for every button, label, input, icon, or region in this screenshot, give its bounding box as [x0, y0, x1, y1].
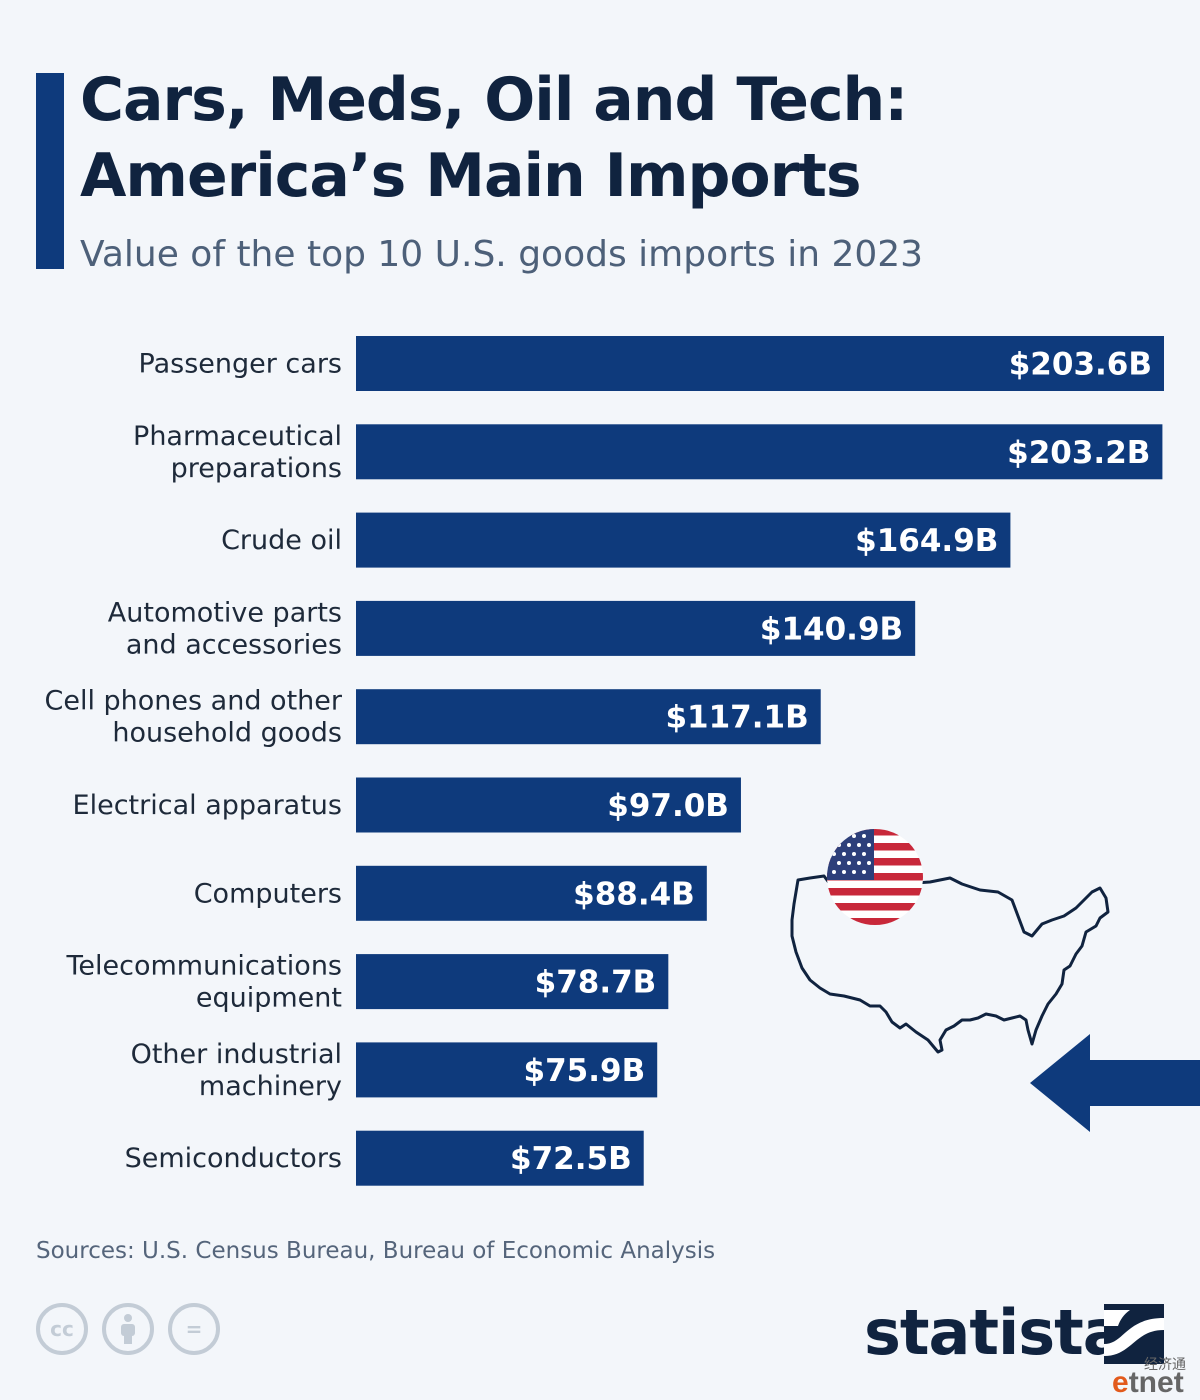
- category-label-line: Other industrial: [131, 1039, 342, 1070]
- us-map-illustration: [780, 820, 1120, 1064]
- category-label: Electrical apparatus: [73, 790, 342, 821]
- page-title: Cars, Meds, Oil and Tech: America’s Main…: [80, 62, 1180, 214]
- category-label-line: Telecommunications: [66, 951, 343, 982]
- us-map-outline: [790, 874, 1110, 1054]
- license-icons: cc =: [36, 1303, 220, 1355]
- bar-10: [356, 1130, 644, 1186]
- category-label-line: Crude oil: [221, 525, 342, 556]
- category-label: Cell phones and other household goods: [44, 686, 342, 749]
- category-label-line: Automotive parts: [108, 597, 342, 628]
- cc-icon[interactable]: cc: [36, 1303, 88, 1355]
- bar-2: [356, 424, 1163, 480]
- bar-value-label: $164.9B: [855, 523, 998, 559]
- category-label-line: preparations: [171, 453, 342, 484]
- category-label-line: machinery: [199, 1071, 342, 1102]
- bar-7: [356, 865, 707, 921]
- bar-value-label: $203.6B: [1009, 347, 1152, 383]
- bar-value-label: $97.0B: [607, 788, 729, 824]
- category-label-line: Computers: [194, 878, 342, 909]
- title-line-1: Cars, Meds, Oil and Tech:: [80, 65, 908, 135]
- category-label: Other industrial machinery: [131, 1039, 342, 1102]
- category-label-line: equipment: [196, 983, 342, 1014]
- bar-value-label: $140.9B: [760, 611, 903, 647]
- category-label: Automotive parts and accessories: [108, 597, 342, 660]
- bar-6: [356, 777, 741, 833]
- bar-8: [356, 954, 669, 1010]
- category-label: Passenger cars: [139, 349, 342, 380]
- category-label-line: Electrical apparatus: [73, 790, 342, 821]
- category-label-line: Passenger cars: [139, 349, 342, 380]
- category-label: Pharmaceutical preparations: [133, 421, 342, 484]
- us-flag-icon: [827, 829, 923, 925]
- category-label-line: Cell phones and other: [44, 686, 342, 717]
- watermark-e: e: [1112, 1366, 1129, 1399]
- statista-logo-mark-icon: [1104, 1304, 1164, 1364]
- title-accent-bar: [36, 73, 64, 269]
- left-arrow-icon: [1030, 1034, 1200, 1132]
- page-subtitle: Value of the top 10 U.S. goods imports i…: [80, 234, 924, 275]
- bar-value-label: $75.9B: [524, 1053, 646, 1089]
- bar-5: [356, 689, 821, 745]
- bar-9: [356, 1042, 658, 1098]
- attribution-icon[interactable]: [102, 1303, 154, 1355]
- bar-1: [356, 336, 1164, 391]
- bar-4: [356, 600, 916, 656]
- watermark-rest: tnet: [1128, 1366, 1184, 1399]
- category-label-line: Semiconductors: [125, 1143, 342, 1174]
- bar-value-label: $72.5B: [510, 1141, 632, 1177]
- category-label: Computers: [194, 878, 342, 909]
- bar-value-label: $78.7B: [535, 965, 657, 1001]
- watermark-chinese: 经济通: [1144, 1357, 1186, 1373]
- statista-logo[interactable]: statista: [864, 1296, 1125, 1369]
- bar-value-label: $88.4B: [573, 876, 695, 912]
- bar-value-label: $203.2B: [1007, 435, 1150, 471]
- bar-value-label: $117.1B: [665, 700, 808, 736]
- category-label-line: household goods: [112, 718, 342, 749]
- bar-3: [356, 512, 1011, 568]
- category-label: Telecommunications equipment: [66, 951, 343, 1014]
- source-note: Sources: U.S. Census Bureau, Bureau of E…: [36, 1238, 716, 1264]
- category-label: Crude oil: [221, 525, 342, 556]
- no-derivatives-icon[interactable]: =: [168, 1303, 220, 1355]
- category-label: Semiconductors: [125, 1143, 342, 1174]
- category-label-line: and accessories: [126, 629, 342, 660]
- etnet-watermark: etnet: [1112, 1366, 1184, 1400]
- title-line-2: America’s Main Imports: [80, 141, 862, 211]
- category-label-line: Pharmaceutical: [133, 421, 342, 452]
